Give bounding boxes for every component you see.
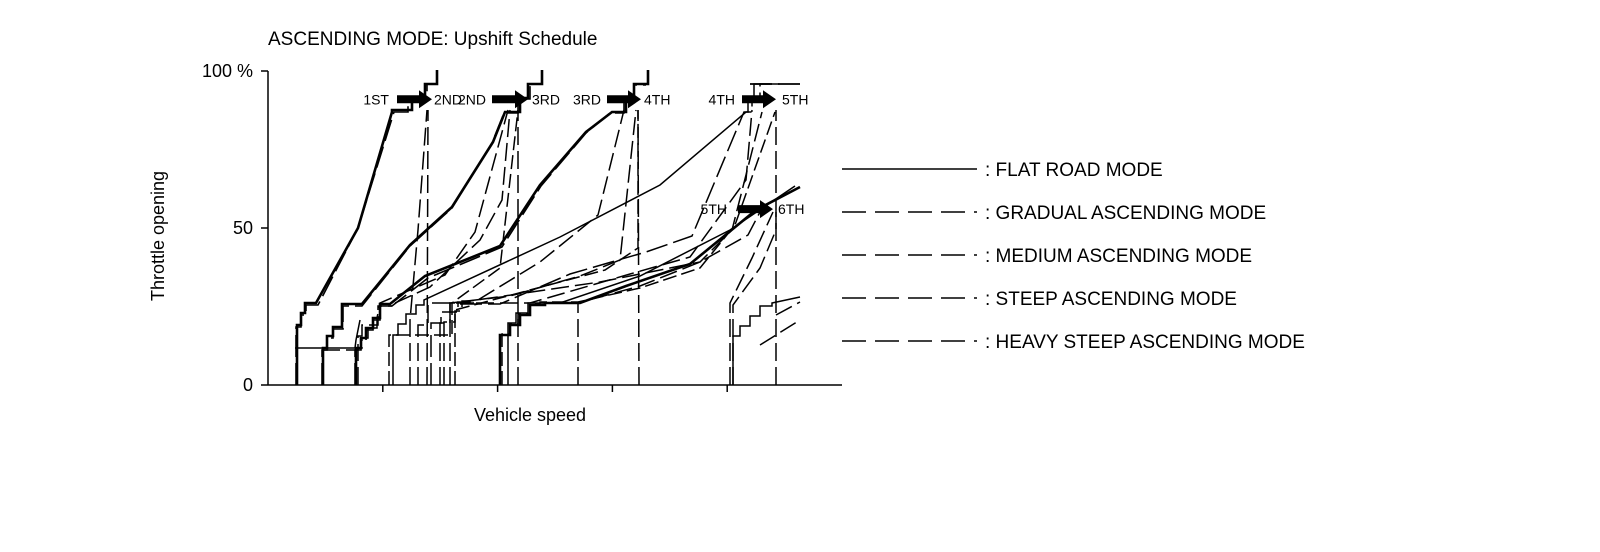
shift-arrow-icon (492, 90, 528, 109)
shift-curve (443, 111, 763, 385)
shift-curve (439, 109, 753, 385)
legend-label: : STEEP ASCENDING MODE (985, 289, 1237, 310)
shift-curve (417, 109, 625, 385)
shift-curve (732, 296, 801, 385)
shift-curve (426, 109, 429, 386)
gear-label-from: 5TH (701, 201, 727, 217)
shift-arrow-icon (738, 200, 773, 219)
x-axis-label: Vehicle speed (474, 405, 586, 425)
gear-label-from: 1ST (363, 91, 389, 107)
shift-curve (392, 83, 770, 385)
shift-curve (321, 83, 540, 385)
y-axis-label: Throttle opening (148, 171, 168, 301)
gear-label-to: 3RD (532, 91, 560, 107)
shift-arrow-icon (607, 90, 641, 109)
shift-arrow-icon (742, 90, 776, 109)
gear-label-from: 3RD (573, 91, 601, 107)
legend-label: : GRADUAL ASCENDING MODE (985, 203, 1266, 224)
shift-curve (732, 212, 777, 385)
gear-label-from: 2ND (458, 91, 486, 107)
y-tick-label: 50 (233, 218, 253, 238)
gear-label-to: 2ND (434, 91, 462, 107)
gear-label-to: 4TH (644, 91, 670, 107)
shift-curve (322, 109, 511, 351)
gear-label-to: 6TH (778, 201, 804, 217)
legend-label: : FLAT ROAD MODE (985, 160, 1163, 181)
y-tick-label: 100 % (202, 61, 253, 81)
shift-curve (454, 110, 639, 385)
legend-label: : MEDIUM ASCENDING MODE (985, 246, 1252, 267)
shift-curve (775, 301, 801, 316)
y-tick-label: 0 (243, 375, 253, 395)
shift-curve (354, 84, 646, 385)
shift-curve (409, 109, 428, 385)
chart-title: ASCENDING MODE: Upshift Schedule (268, 29, 597, 50)
shift-curve (507, 185, 796, 385)
shift-curve (729, 211, 774, 385)
gear-label-from: 4TH (709, 91, 735, 107)
shift-curve (637, 109, 640, 386)
shift-curve (498, 185, 801, 385)
shift-arrow-icon (397, 90, 432, 109)
shift-curve (759, 319, 801, 346)
shift-curve (577, 211, 761, 385)
legend-label: : HEAVY STEEP ASCENDING MODE (985, 332, 1305, 353)
shift-curve (449, 109, 637, 385)
gear-label-to: 5TH (782, 91, 808, 107)
